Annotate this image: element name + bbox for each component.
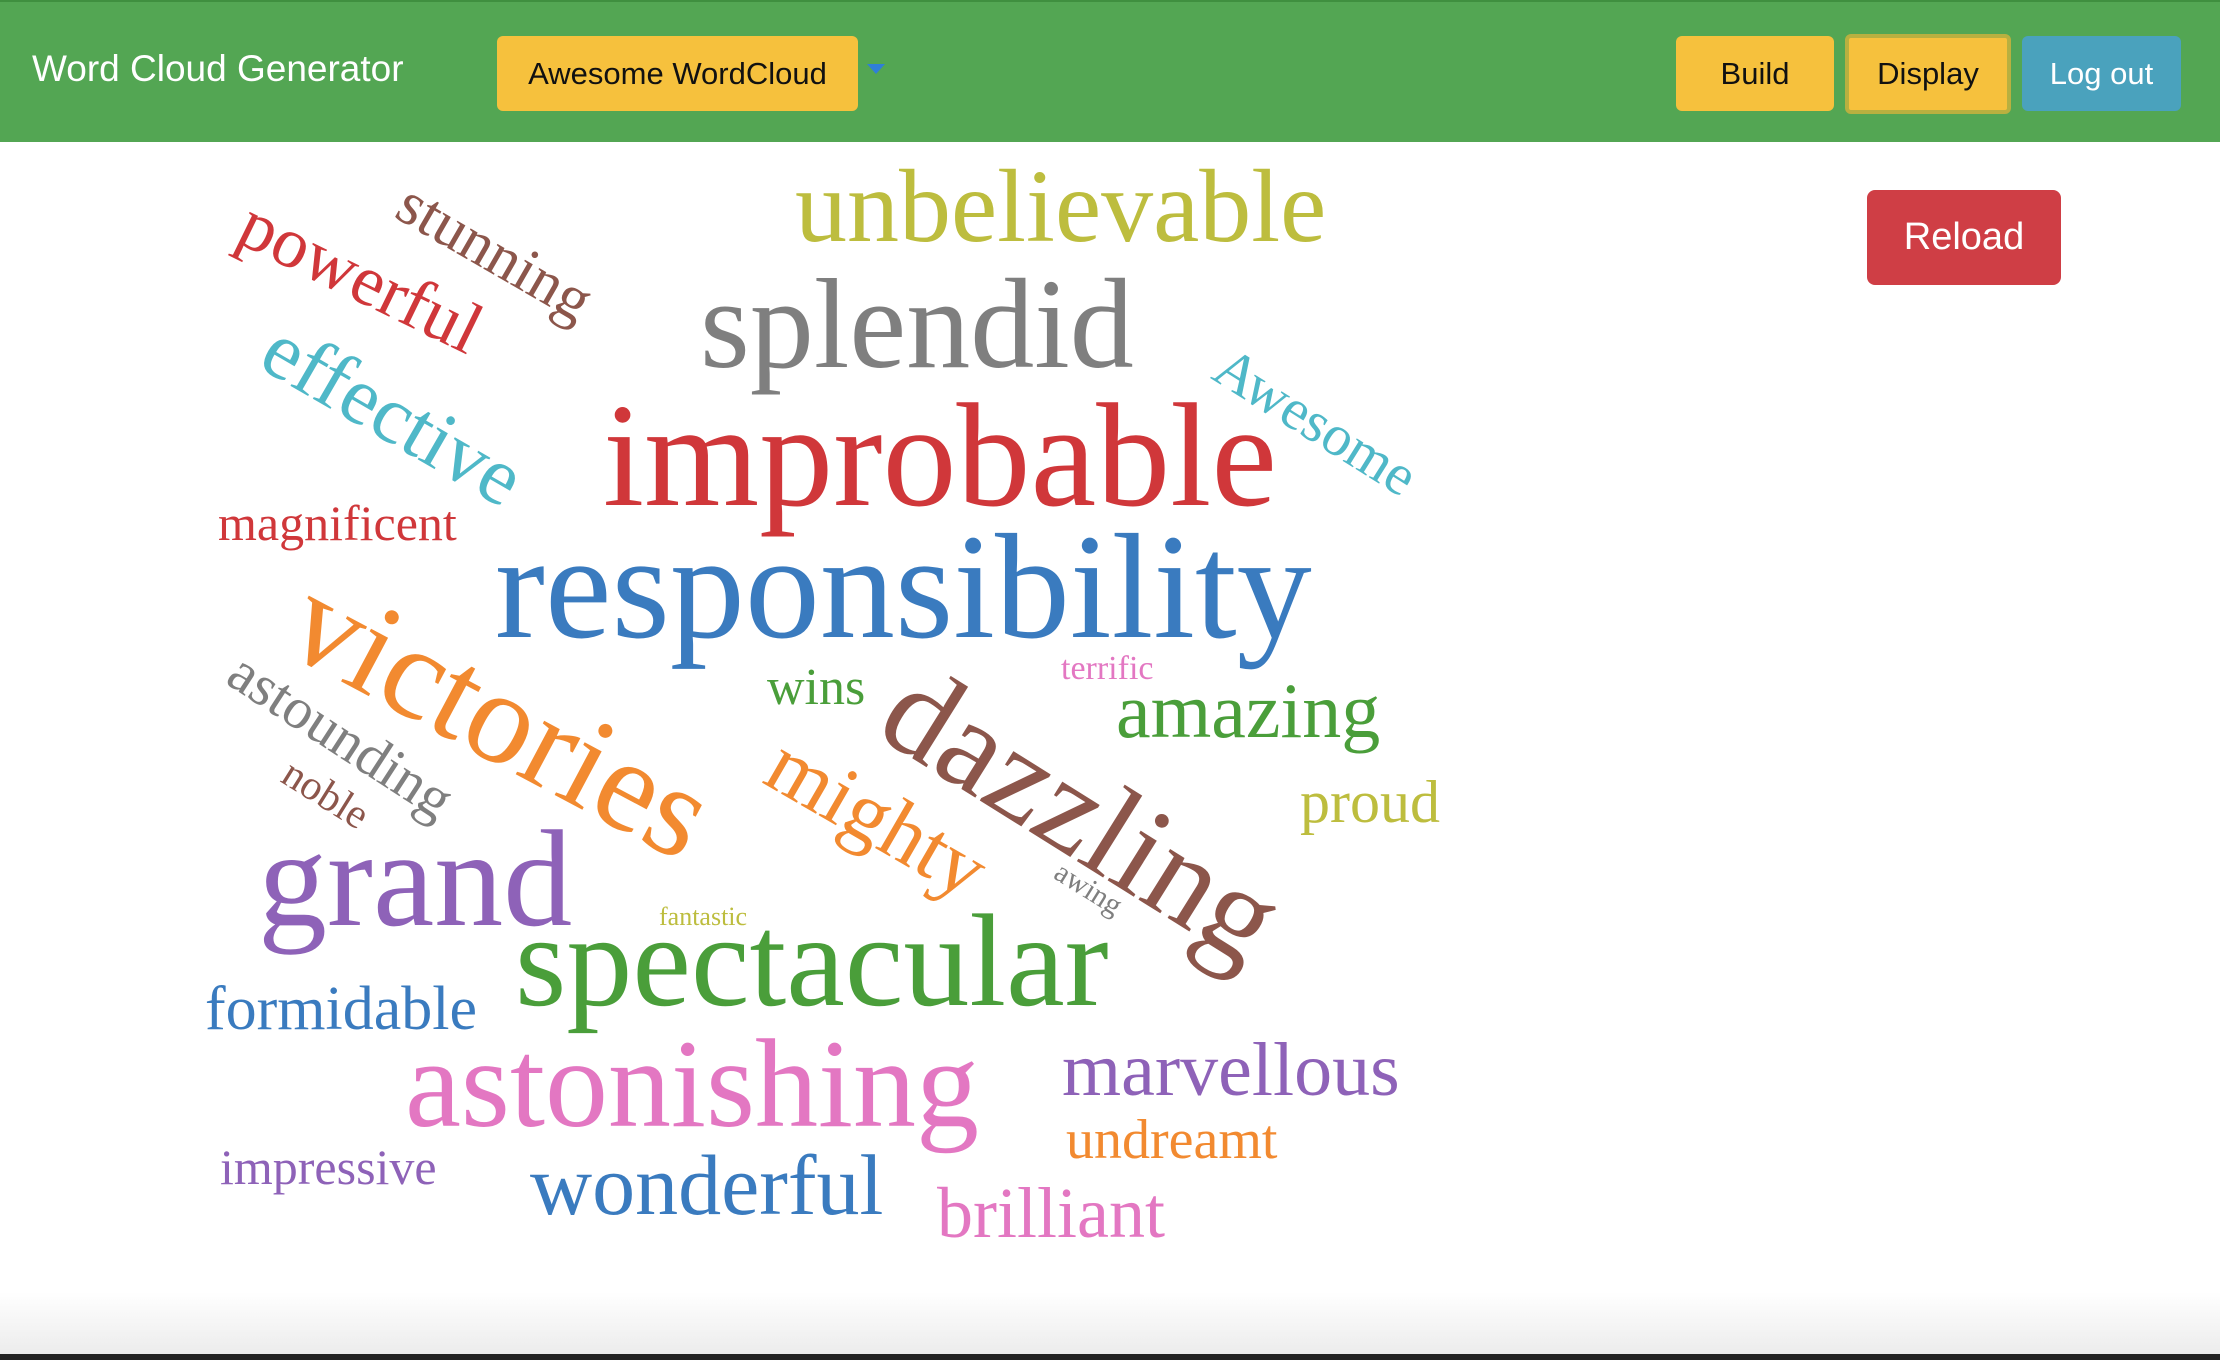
cloud-word-brilliant: brilliant xyxy=(937,1173,1165,1253)
cloud-word-grand: grand xyxy=(258,802,573,955)
cloud-word-responsibility: responsibility xyxy=(495,504,1312,670)
cloud-word-impressive: impressive xyxy=(220,1139,437,1195)
top-navbar: Word Cloud Generator Awesome WordCloud B… xyxy=(0,0,2220,142)
cloud-word-proud: proud xyxy=(1300,769,1440,835)
cloud-word-unbelievable: unbelievable xyxy=(795,149,1327,264)
window-bottom-shade xyxy=(0,1292,2220,1354)
cloud-word-amazing: amazing xyxy=(1116,667,1381,754)
word-cloud: unbelievable stunning powerful splendid … xyxy=(0,142,1560,1292)
cloud-word-splendid: splendid xyxy=(700,253,1134,395)
cloud-word-improbable: improbable xyxy=(603,374,1278,538)
display-button[interactable]: Display xyxy=(1845,34,2011,114)
window-bottom-border xyxy=(0,1354,2220,1360)
cloud-word-magnificent: magnificent xyxy=(218,495,457,551)
cloud-word-wins: wins xyxy=(767,659,866,716)
app-brand[interactable]: Word Cloud Generator xyxy=(32,48,404,89)
cloud-word-effective: effective xyxy=(247,302,540,525)
cloud-word-undreamt: undreamt xyxy=(1066,1109,1278,1171)
logout-button[interactable]: Log out xyxy=(2022,36,2181,111)
cloud-word-astonishing: astonishing xyxy=(405,1015,980,1154)
chevron-down-icon[interactable] xyxy=(867,64,885,74)
cloud-word-marvellous: marvellous xyxy=(1062,1028,1400,1112)
wordcloud-select-dropdown[interactable]: Awesome WordCloud xyxy=(497,36,858,111)
reload-button[interactable]: Reload xyxy=(1867,190,2061,285)
cloud-word-formidable: formidable xyxy=(205,975,478,1043)
cloud-word-spectacular: spectacular xyxy=(515,887,1109,1034)
cloud-word-wonderful: wonderful xyxy=(530,1137,884,1233)
cloud-word-terrific: terrific xyxy=(1061,650,1154,687)
build-button[interactable]: Build xyxy=(1676,36,1834,111)
cloud-word-fantastic: fantastic xyxy=(659,902,748,931)
